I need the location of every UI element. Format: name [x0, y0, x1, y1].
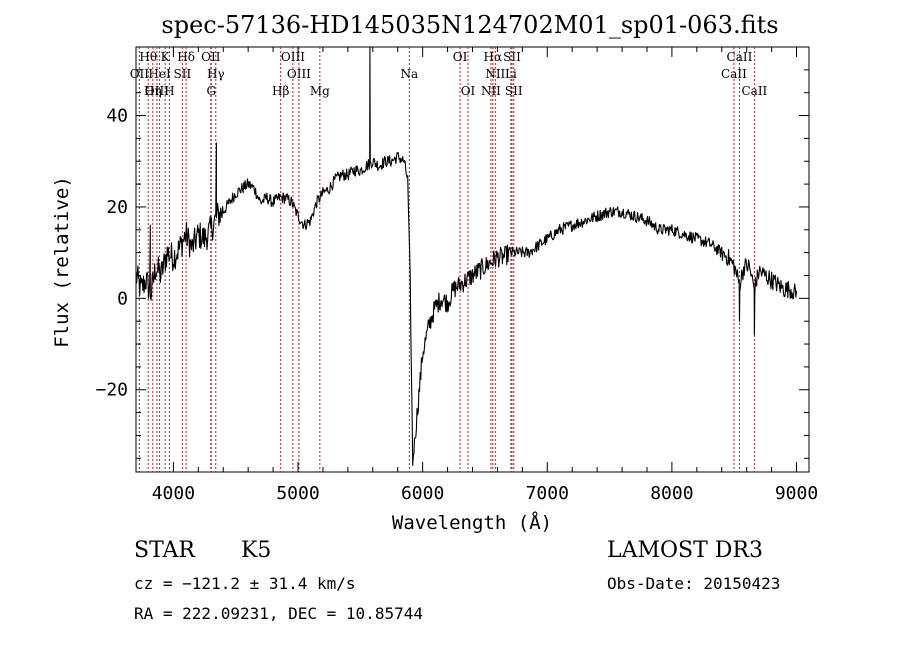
x-axis-label: Wavelength (Å)	[392, 511, 552, 534]
line-marker-label: H	[164, 84, 174, 98]
line-marker-label: NII	[481, 84, 501, 98]
line-marker-label: SII	[503, 50, 521, 64]
line-marker-label: Hδ	[177, 50, 195, 64]
y-tick-label: 20	[106, 197, 128, 218]
line-marker-label: Hα	[484, 50, 503, 64]
line-marker-label: OIII	[145, 84, 169, 98]
line-marker-label: SII	[505, 84, 523, 98]
x-tick-label: 6000	[401, 483, 444, 504]
x-tick-label: 8000	[650, 483, 693, 504]
y-tick-label: 0	[117, 288, 128, 309]
line-marker-label: Hη	[144, 84, 162, 98]
obs-date: Obs-Date: 20150423	[607, 574, 781, 593]
line-marker-label: OI	[461, 84, 476, 98]
x-tick-label: 5000	[276, 483, 319, 504]
survey-label: LAMOST DR3	[607, 538, 763, 563]
y-tick-label: 40	[106, 106, 128, 127]
y-axis-label: Flux (relative)	[51, 176, 73, 348]
line-marker-label: NII	[485, 67, 505, 81]
line-marker-label: G	[206, 84, 216, 98]
chart-title: spec-57136-HD145035N124702M01_sp01-063.f…	[161, 11, 778, 39]
x-tick-label: 9000	[775, 483, 818, 504]
object-class: STAR	[134, 538, 195, 563]
line-marker-label: HeI	[148, 67, 171, 81]
line-marker-label: OI	[453, 50, 468, 64]
coordinates: RA = 222.09231, DEC = 10.85744	[134, 604, 423, 623]
line-marker-label: Hγ	[207, 67, 225, 81]
spectrum-line	[135, 46, 798, 466]
x-tick-label: 7000	[526, 483, 569, 504]
redshift-info: cz = −121.2 ± 31.4 km/s	[134, 574, 356, 593]
line-marker-label: Hθ	[139, 50, 157, 64]
plot-frame	[135, 46, 810, 473]
line-marker-label: Na	[400, 67, 418, 81]
line-marker-label: Mg	[310, 84, 330, 98]
line-marker-label: K	[161, 50, 171, 64]
line-marker-label: OII	[130, 67, 150, 81]
line-marker-label: OIII	[287, 67, 311, 81]
x-tick-label: 4000	[152, 483, 195, 504]
line-marker-label: OIII	[281, 50, 305, 64]
line-marker-label: Li	[505, 67, 517, 81]
line-marker-label: CaII	[727, 50, 753, 64]
line-marker-label: CaII	[741, 84, 767, 98]
line-marker-label: SII	[174, 67, 192, 81]
spectral-subclass: K5	[241, 538, 272, 563]
y-tick-label: −20	[95, 380, 128, 401]
line-marker-label: CaII	[721, 67, 747, 81]
line-marker-label: Hβ	[272, 84, 289, 98]
